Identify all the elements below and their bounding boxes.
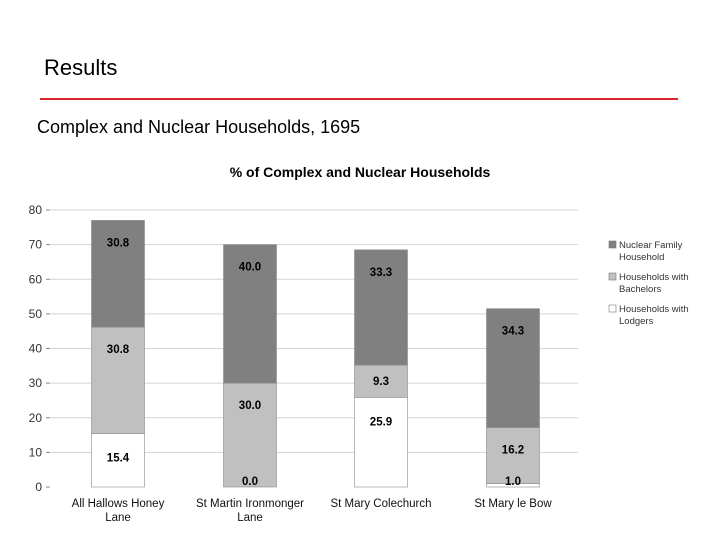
bar-segment [354, 364, 408, 398]
y-tick-label: 40 [29, 342, 43, 356]
legend-swatch [608, 272, 617, 281]
bar-segment [223, 382, 277, 488]
data-label: 1.0 [505, 476, 521, 488]
data-label: 16.2 [502, 444, 524, 456]
slide-title: Results [44, 55, 118, 80]
data-label: 15.4 [107, 453, 130, 465]
data-labels-layer: 15.4 30.8 30.8 0.0 30.0 40.0 25.9 9.3 33.3 1.0 16.… [107, 237, 524, 488]
y-tick-label: 80 [29, 203, 43, 217]
x-axis: All Hallows Honey Lane St Martin Ironmonge… [72, 498, 553, 524]
y-axis: 0 10 20 30 40 50 60 70 80 [29, 203, 50, 494]
bar-segment [354, 397, 408, 488]
x-tick-label: Lane [105, 512, 131, 524]
y-tick-label: 20 [29, 411, 43, 425]
legend-label: Household [619, 252, 664, 263]
bar-segment [223, 244, 277, 384]
legend-label: Lodgers [619, 316, 654, 327]
data-label: 30.8 [107, 237, 130, 249]
legend-label: Households with [619, 304, 689, 315]
data-label: 30.0 [239, 400, 261, 412]
y-tick-label: 30 [29, 376, 43, 390]
data-label: 25.9 [370, 416, 392, 428]
x-tick-label: St Mary le Bow [474, 498, 552, 510]
bar-segment [354, 249, 408, 366]
data-label: 9.3 [373, 376, 389, 388]
data-label: 30.8 [107, 344, 130, 356]
legend-label: Households with [619, 272, 689, 283]
bar-segment [91, 326, 145, 434]
x-tick-label: St Mary Colechurch [331, 498, 432, 510]
data-label: 34.3 [502, 326, 524, 338]
title-divider [40, 98, 678, 100]
y-tick-label: 0 [35, 480, 42, 494]
y-tick-label: 70 [29, 238, 43, 252]
legend-label: Bachelors [619, 284, 661, 295]
bars-layer [91, 220, 540, 488]
y-tick-label: 60 [29, 272, 43, 286]
y-tick-label: 10 [29, 445, 43, 459]
x-tick-label: St Martin Ironmonger [196, 498, 304, 510]
legend-label: Nuclear Family [619, 240, 683, 251]
chart-title: % of Complex and Nuclear Households [230, 164, 491, 180]
slide-subtitle: Complex and Nuclear Households, 1695 [37, 117, 361, 137]
x-tick-label: Lane [237, 512, 263, 524]
bar-segment [486, 308, 540, 428]
data-label: 0.0 [242, 476, 258, 488]
legend-swatch [608, 304, 617, 313]
bar-segment [91, 220, 145, 328]
x-tick-label: All Hallows Honey [72, 498, 165, 510]
legend-swatch [608, 240, 617, 249]
bar-segment [91, 433, 145, 488]
data-label: 40.0 [239, 262, 261, 274]
y-tick-label: 50 [29, 307, 43, 321]
data-label: 33.3 [370, 267, 392, 279]
